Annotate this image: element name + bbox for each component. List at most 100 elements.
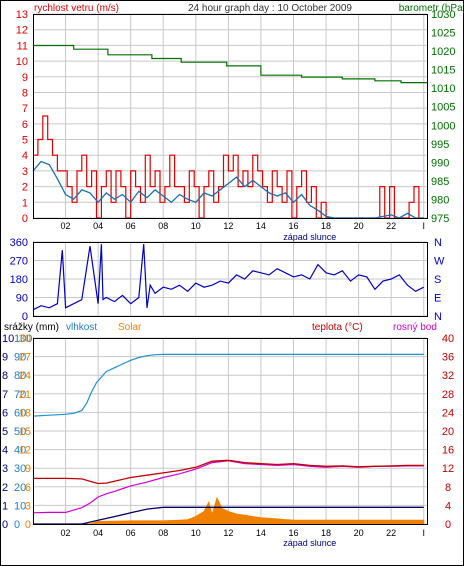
rain-tick-label: 10 bbox=[2, 333, 14, 345]
barometer-tick-label: 990 bbox=[431, 157, 449, 169]
compass-tick-label: E bbox=[434, 293, 441, 305]
temperature-tick-label: 24 bbox=[442, 407, 454, 419]
solar-tick-label: 6 bbox=[25, 482, 31, 494]
solar-tick-label: 21 bbox=[19, 389, 31, 401]
temperature-tick-label: 32 bbox=[442, 370, 454, 382]
temperature-tick-label: 16 bbox=[442, 445, 454, 457]
temperature-tick-label: 8 bbox=[445, 482, 451, 494]
wind-speed-tick-label: 7 bbox=[22, 103, 28, 115]
temperature-tick-label: 36 bbox=[442, 352, 454, 364]
humidity-tick-label: 70 bbox=[14, 389, 26, 401]
rain-tick-label: 5 bbox=[2, 426, 8, 438]
humidity-tick-label: 40 bbox=[14, 445, 26, 457]
solar-tick-label: 9 bbox=[25, 463, 31, 475]
wind-speed-tick-label: 1 bbox=[22, 197, 28, 209]
hour-tick-label: 20 bbox=[354, 528, 364, 538]
barometer-tick-label: 1020 bbox=[431, 46, 455, 58]
humidity-tick-label: 80 bbox=[14, 370, 26, 382]
compass-tick-label: N bbox=[434, 237, 442, 249]
barometer-tick-label: 975 bbox=[431, 213, 449, 225]
hour-tick-label: 08 bbox=[158, 528, 168, 538]
hour-tick-label: 16 bbox=[288, 528, 298, 538]
hour-tick-label: 22 bbox=[386, 528, 396, 538]
rain-tick-label: 3 bbox=[2, 463, 8, 475]
chart-title: 24 hour graph day : 10 October 2009 bbox=[188, 3, 352, 14]
rain-tick-label: 2 bbox=[2, 482, 8, 494]
solar-tick-label: 24 bbox=[19, 370, 31, 382]
wind-speed-tick-label: 5 bbox=[22, 135, 28, 147]
temperature-tick-label: 4 bbox=[445, 500, 451, 512]
hour-tick-label: 04 bbox=[93, 528, 103, 538]
hour-tick-label: 08 bbox=[158, 221, 168, 231]
climate-panel-frame bbox=[33, 338, 428, 525]
wind-speed-tick-label: 3 bbox=[22, 166, 28, 178]
barometer-tick-label: 1030 bbox=[431, 9, 455, 21]
sunset-label: západ slunce bbox=[283, 232, 336, 242]
wind-speed-tick-label: 10 bbox=[16, 56, 28, 68]
rain-tick-label: 0 bbox=[2, 519, 8, 531]
compass-tick-label: S bbox=[434, 274, 441, 286]
wind-direction-line bbox=[32, 244, 424, 311]
temperature-ticks: 0 4 8 12 16 20 24 28 32 36 40 bbox=[442, 333, 454, 531]
barometer-axis-title: barometr (hPa) bbox=[399, 3, 464, 14]
solar-tick-label: 27 bbox=[19, 352, 31, 364]
hour-tick-label: 14 bbox=[256, 221, 266, 231]
wind-speed-tick-label: 4 bbox=[22, 150, 28, 162]
hour-tick-label: 12 bbox=[223, 528, 233, 538]
rain-line bbox=[33, 506, 424, 525]
direction-panel-grid bbox=[33, 241, 427, 317]
humidity-tick-label: 90 bbox=[14, 352, 26, 364]
wind-panel-frame bbox=[33, 14, 428, 219]
barometer-tick-label: 980 bbox=[431, 194, 449, 206]
barometer-tick-label: 1005 bbox=[431, 102, 455, 114]
hour-tick-label: 18 bbox=[321, 221, 331, 231]
humidity-tick-label: 30 bbox=[14, 463, 26, 475]
wind-speed-tick-label: 9 bbox=[22, 72, 28, 84]
wind-speed-tick-label: 13 bbox=[16, 9, 28, 21]
wind-speed-tick-label: 11 bbox=[17, 40, 28, 52]
climate-panel-grid bbox=[33, 337, 427, 525]
hour-tick-label: 10 bbox=[191, 528, 201, 538]
direction-tick-label: 90 bbox=[16, 293, 28, 305]
solar-tick-label: 12 bbox=[19, 445, 31, 457]
hour-tick-label: I bbox=[422, 528, 425, 538]
compass-tick-label: N bbox=[434, 311, 442, 323]
rain-tick-label: 1 bbox=[2, 500, 8, 512]
humidity-line bbox=[32, 353, 424, 417]
solar-tick-label: 0 bbox=[25, 519, 31, 531]
hour-tick-label: 14 bbox=[256, 528, 266, 538]
barometer-tick-label: 1000 bbox=[431, 120, 455, 132]
wind-speed-tick-label: 6 bbox=[22, 119, 28, 131]
direction-tick-label: 0 bbox=[22, 311, 28, 323]
sunset-label-bottom: západ slunce bbox=[283, 538, 336, 548]
wind-speed-tick-label: 12 bbox=[16, 25, 28, 37]
rain-tick-label: 9 bbox=[2, 352, 8, 364]
rain-tick-label: 6 bbox=[2, 407, 8, 419]
climate-panel-hour-ticks: 02 04 06 08 10 12 14 16 18 20 22 I bbox=[61, 528, 425, 538]
hour-tick-label: 20 bbox=[354, 221, 364, 231]
hour-tick-label: 06 bbox=[126, 528, 136, 538]
humidity-tick-label: 10 bbox=[14, 500, 26, 512]
humidity-tick-label: 60 bbox=[14, 407, 26, 419]
solar-tick-label: 30 bbox=[19, 333, 31, 345]
wind-panel-hour-ticks: 02 04 06 08 10 12 14 16 18 20 22 I bbox=[61, 221, 425, 231]
temperature-axis-title: teplota (°C) bbox=[312, 322, 363, 333]
direction-panel-series bbox=[32, 244, 424, 311]
hour-tick-label: 18 bbox=[321, 528, 331, 538]
solar-tick-label: 18 bbox=[19, 407, 31, 419]
wind-speed-tick-label: 0 bbox=[22, 213, 28, 225]
wind-speed-tick-label: 2 bbox=[22, 182, 28, 194]
hour-tick-label: 02 bbox=[61, 528, 71, 538]
rain-tick-label: 4 bbox=[2, 445, 8, 457]
direction-degree-ticks: 0 90 180 270 360 bbox=[10, 237, 28, 323]
direction-panel-frame bbox=[33, 242, 428, 317]
solar-tick-label: 15 bbox=[19, 426, 31, 438]
direction-tick-label: 180 bbox=[10, 274, 28, 286]
barometer-line bbox=[33, 44, 427, 84]
wind-speed-axis-title: rychlost vetru (m/s) bbox=[34, 3, 119, 14]
barometer-tick-label: 985 bbox=[431, 176, 449, 188]
temperature-tick-label: 0 bbox=[445, 519, 451, 531]
solar-area bbox=[33, 496, 425, 525]
